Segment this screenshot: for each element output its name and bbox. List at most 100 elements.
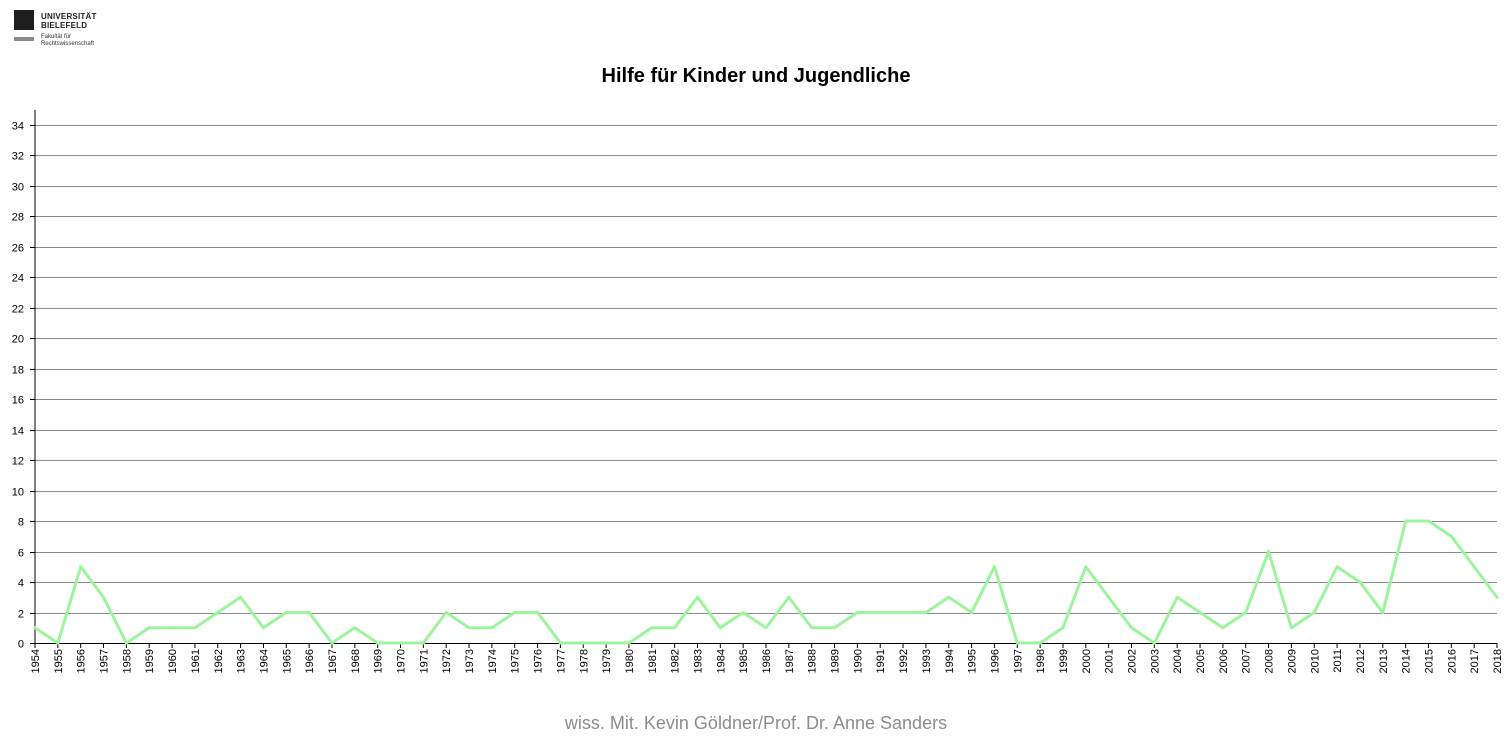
- x-tick-label: 1983: [692, 649, 704, 673]
- data-point: [581, 641, 585, 645]
- x-tick-label: 2011: [1332, 649, 1344, 673]
- y-tick-label: 26: [12, 243, 24, 255]
- x-tick-label: 1981: [647, 649, 659, 673]
- data-point: [1107, 595, 1111, 599]
- data-point: [1426, 519, 1430, 523]
- x-tick-label: 2013: [1378, 649, 1390, 673]
- chart-title: Hilfe für Kinder und Jugendliche: [601, 65, 911, 87]
- y-tick-label: 20: [12, 334, 24, 346]
- x-tick-label: 1965: [281, 649, 293, 673]
- x-tick-label: 1954: [30, 649, 42, 673]
- data-point: [718, 626, 722, 630]
- x-tick-label: 1967: [327, 649, 339, 673]
- x-tick-label: 1978: [578, 649, 590, 673]
- data-point: [1061, 626, 1065, 630]
- data-point: [901, 611, 905, 614]
- logo-bar-icon: [14, 37, 34, 41]
- x-tick-label: 1958: [121, 649, 133, 673]
- x-tick-label: 2005: [1195, 649, 1207, 673]
- data-point: [1175, 595, 1179, 599]
- data-point: [650, 626, 654, 630]
- x-tick-label: 1994: [944, 649, 956, 673]
- data-point: [1381, 611, 1385, 614]
- y-tick-label: 18: [12, 365, 24, 377]
- x-tick-label: 1992: [898, 649, 910, 673]
- x-tick-label: 2008: [1264, 649, 1276, 673]
- data-point: [855, 611, 859, 614]
- x-tick-label: 1997: [1012, 649, 1024, 673]
- data-point: [307, 611, 311, 614]
- data-point: [56, 641, 60, 645]
- y-tick-label: 14: [12, 426, 24, 438]
- y-tick-label: 16: [12, 395, 24, 407]
- x-tick-label: 1998: [1035, 649, 1047, 673]
- logo-faculty-line1: Fakultät für: [41, 34, 72, 40]
- x-tick-label: 2002: [1127, 649, 1139, 673]
- data-point: [810, 626, 814, 630]
- y-tick-label: 32: [12, 151, 24, 163]
- data-point: [284, 611, 288, 614]
- data-point: [513, 611, 517, 614]
- y-tick-label: 30: [12, 182, 24, 194]
- x-tick-label: 2007: [1241, 649, 1253, 673]
- data-point: [970, 611, 974, 614]
- x-tick-label: 1966: [304, 649, 316, 673]
- x-tick-label: 1975: [510, 649, 522, 673]
- logo-university-name: UNIVERSITÄT BIELEFELD: [41, 12, 97, 30]
- data-point: [536, 611, 540, 614]
- x-tick-label: 2012: [1355, 649, 1367, 673]
- data-point: [1038, 641, 1042, 645]
- x-tick-label: 2018: [1492, 649, 1504, 673]
- logo-faculty: Fakultät für Rechtswissenschaft: [41, 34, 94, 48]
- x-tick-label: 1996: [989, 649, 1001, 673]
- x-tick-label: 2006: [1218, 649, 1230, 673]
- data-point: [193, 626, 197, 630]
- data-point: [1084, 565, 1088, 569]
- data-point: [147, 626, 151, 630]
- x-tick-label: 2016: [1446, 649, 1458, 673]
- logo-square-icon: [14, 10, 34, 30]
- data-point: [627, 641, 631, 645]
- data-point: [673, 626, 677, 630]
- data-point: [1130, 626, 1133, 630]
- data-point: [330, 641, 334, 645]
- data-point: [467, 626, 471, 630]
- university-logo: UNIVERSITÄT BIELEFELD Fakultät für Recht…: [14, 10, 124, 54]
- x-tick-label: 1973: [464, 649, 476, 673]
- x-tick-label: 1956: [76, 649, 88, 673]
- data-point: [604, 641, 608, 645]
- logo-name-line1: UNIVERSITÄT: [41, 12, 97, 21]
- x-tick-label: 1988: [807, 649, 819, 673]
- data-point: [1312, 611, 1316, 614]
- y-tick-label: 28: [12, 212, 24, 224]
- data-point: [33, 626, 37, 630]
- y-tick-label: 24: [12, 273, 24, 285]
- y-tick-label: 34: [12, 121, 24, 133]
- data-point: [1244, 611, 1248, 614]
- y-tick-label: 8: [18, 517, 24, 529]
- x-tick-label: 1999: [1058, 649, 1070, 673]
- y-tick-label: 12: [12, 456, 24, 468]
- data-point: [79, 565, 83, 569]
- data-point: [376, 641, 380, 645]
- data-point: [1495, 595, 1499, 599]
- x-tick-label: 1979: [601, 649, 613, 673]
- data-point: [353, 626, 357, 630]
- x-tick-label: 1972: [441, 649, 453, 673]
- x-tick-label: 1993: [921, 649, 933, 673]
- x-tick-label: 1962: [213, 649, 225, 673]
- x-tick-label: 1977: [555, 649, 567, 673]
- data-point: [1267, 550, 1271, 553]
- x-tick-label: 2000: [1081, 649, 1093, 673]
- logo-name-line2: BIELEFELD: [41, 21, 88, 30]
- x-tick-label: 1991: [875, 649, 887, 673]
- x-tick-label: 1963: [236, 649, 248, 673]
- y-tick-label: 10: [12, 487, 24, 499]
- x-tick-label: 1985: [738, 649, 750, 673]
- data-point: [1152, 641, 1156, 645]
- data-point: [239, 595, 243, 599]
- x-tick-label: 1987: [784, 649, 796, 673]
- logo-faculty-line2: Rechtswissenschaft: [41, 41, 95, 47]
- data-point: [787, 595, 791, 599]
